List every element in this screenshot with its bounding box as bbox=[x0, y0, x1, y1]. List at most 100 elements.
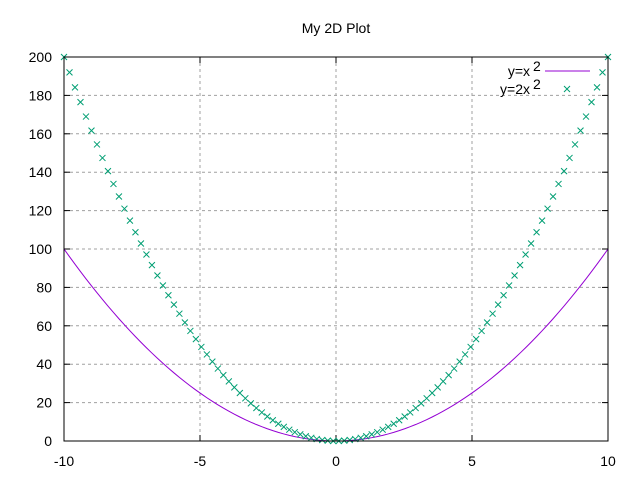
series-point bbox=[220, 371, 227, 379]
series-point bbox=[170, 301, 178, 308]
series-point bbox=[588, 98, 595, 106]
legend-point-swatch bbox=[563, 85, 571, 93]
series-point bbox=[538, 217, 546, 224]
series-point bbox=[187, 327, 194, 335]
series-point bbox=[159, 282, 167, 289]
series-point bbox=[291, 428, 299, 436]
series-point bbox=[593, 84, 601, 91]
y-tick-label: 40 bbox=[36, 356, 52, 372]
legend-superscript: 2 bbox=[533, 58, 541, 74]
series-point bbox=[198, 343, 205, 351]
series-point bbox=[467, 343, 474, 351]
legend: y=x 2y=2x 2 bbox=[500, 58, 590, 97]
series-point bbox=[368, 431, 376, 438]
series-point bbox=[71, 84, 79, 91]
legend-superscript: 2 bbox=[533, 76, 541, 92]
y-tick-label: 0 bbox=[44, 433, 52, 449]
series-point bbox=[93, 141, 101, 148]
series-point bbox=[362, 432, 370, 440]
series-point bbox=[285, 426, 293, 434]
y-tick-label: 20 bbox=[36, 395, 52, 411]
x-tick-label: -10 bbox=[54, 453, 74, 469]
series-point bbox=[296, 431, 304, 438]
axis-ticks: 0 20 40 60 80 100 120 140 160 180 200 -10 -5 0 5 10 bbox=[29, 49, 616, 469]
series-point bbox=[522, 251, 529, 258]
series-point bbox=[439, 378, 447, 385]
plot-border bbox=[63, 56, 609, 442]
series-point bbox=[472, 335, 480, 343]
series-point bbox=[560, 167, 568, 175]
series-point bbox=[263, 413, 271, 420]
legend-label: y=x bbox=[508, 63, 530, 79]
series-point bbox=[99, 154, 106, 162]
series-point bbox=[258, 409, 266, 416]
series-point bbox=[544, 205, 551, 213]
series-point bbox=[269, 416, 277, 424]
series-point bbox=[527, 240, 535, 247]
series-point bbox=[252, 404, 260, 412]
y-tick-label: 120 bbox=[29, 203, 53, 219]
x-tick-label: 5 bbox=[468, 453, 476, 469]
series-point bbox=[516, 261, 524, 269]
series-point bbox=[214, 365, 222, 372]
series-point bbox=[209, 358, 216, 366]
series-point bbox=[126, 217, 134, 224]
series-point bbox=[236, 389, 244, 397]
series-point bbox=[511, 272, 518, 279]
series-point bbox=[428, 389, 436, 397]
series-point bbox=[483, 319, 491, 326]
series-point bbox=[494, 301, 502, 308]
series-point bbox=[406, 409, 414, 416]
series-point bbox=[247, 399, 255, 407]
series-point bbox=[434, 384, 442, 391]
series-point bbox=[241, 394, 249, 402]
series-point bbox=[307, 434, 315, 442]
series-point bbox=[505, 282, 513, 289]
series-point bbox=[148, 261, 156, 269]
series-point bbox=[115, 193, 123, 200]
series-point bbox=[571, 141, 579, 148]
y-tick-label: 160 bbox=[29, 126, 53, 142]
y-tick-label: 80 bbox=[36, 279, 52, 295]
series-point bbox=[577, 127, 584, 135]
series-point bbox=[77, 98, 84, 106]
series-point bbox=[230, 384, 238, 391]
series-point bbox=[456, 358, 463, 366]
series-point bbox=[346, 436, 354, 444]
series-point bbox=[401, 413, 409, 420]
series-point bbox=[395, 416, 403, 424]
series-point bbox=[192, 335, 200, 343]
y-tick-label: 180 bbox=[29, 87, 53, 103]
series-point bbox=[132, 228, 139, 236]
series-point bbox=[137, 240, 145, 247]
chart-title: My 2D Plot bbox=[302, 20, 371, 36]
series-point bbox=[566, 154, 573, 162]
series-point bbox=[143, 251, 150, 258]
series-point bbox=[417, 399, 425, 407]
series-point bbox=[379, 426, 387, 434]
series-point bbox=[599, 69, 606, 76]
series-point bbox=[423, 394, 431, 402]
grid-lines bbox=[64, 57, 608, 441]
series-point bbox=[500, 291, 507, 299]
y-tick-label: 60 bbox=[36, 318, 52, 334]
series-point bbox=[274, 420, 282, 428]
series-point bbox=[390, 420, 398, 428]
series-point bbox=[104, 167, 112, 175]
series-point bbox=[318, 436, 326, 444]
series-point bbox=[302, 432, 310, 440]
series-point bbox=[373, 428, 381, 436]
series-point bbox=[461, 351, 469, 358]
series-point bbox=[82, 113, 90, 120]
series-point bbox=[88, 127, 95, 135]
series-point bbox=[412, 404, 420, 412]
x-tick-label: 10 bbox=[600, 453, 616, 469]
series-point bbox=[66, 69, 73, 76]
legend-label: y=2x bbox=[500, 81, 530, 97]
series-point bbox=[165, 291, 172, 299]
series-point bbox=[489, 310, 496, 318]
series-point bbox=[121, 205, 128, 213]
y-tick-label: 140 bbox=[29, 164, 53, 180]
series-point bbox=[176, 310, 183, 318]
